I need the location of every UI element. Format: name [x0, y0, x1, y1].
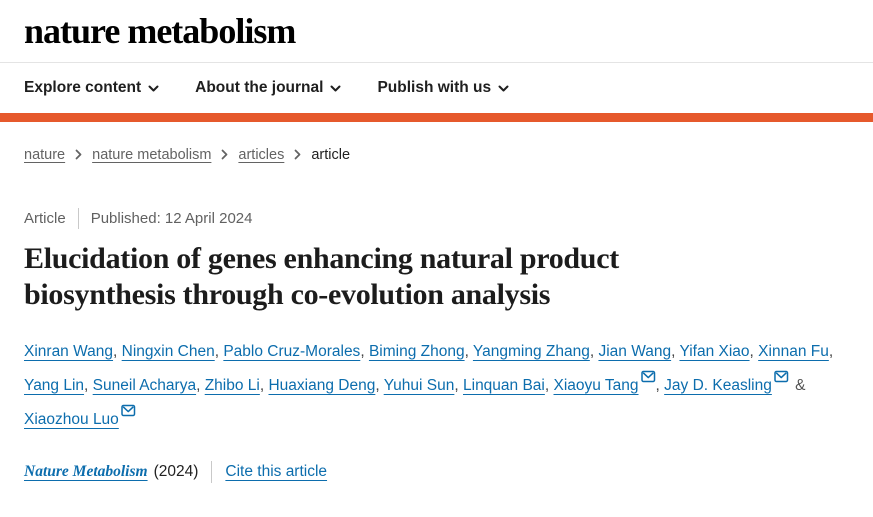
cite-this-article-link[interactable]: Cite this article	[225, 462, 328, 480]
main-nav: Explore content About the journal Publis…	[0, 63, 873, 113]
author-separator: ,	[360, 342, 365, 360]
author-list: Xinran Wang, Ningxin Chen, Pablo Cruz-Mo…	[24, 335, 852, 437]
author-link[interactable]: Yuhui Sun	[383, 376, 455, 394]
author-separator: ,	[214, 342, 220, 360]
author-link[interactable]: Zhibo Li	[204, 376, 260, 394]
chevron-right-icon	[75, 148, 82, 164]
breadcrumb-article: article	[311, 147, 351, 164]
journal-logo[interactable]: nature metabolism	[24, 11, 296, 51]
citation-year: (2024)	[153, 462, 199, 480]
chevron-right-icon	[294, 148, 301, 164]
ampersand-separator: &	[795, 376, 806, 394]
nav-label: Publish with us	[377, 78, 492, 96]
author-link[interactable]: Xiaozhou Luo	[24, 410, 119, 428]
breadcrumb-nature[interactable]: nature	[24, 147, 66, 164]
author-link[interactable]: Xinran Wang	[24, 342, 114, 360]
email-icon[interactable]	[121, 396, 136, 430]
author-separator: ,	[259, 376, 265, 394]
page-title: Elucidation of genes enhancing natural p…	[24, 241, 849, 313]
masthead: nature metabolism	[0, 0, 873, 62]
author-separator: ,	[454, 376, 459, 394]
nav-publish-with-us[interactable]: Publish with us	[377, 78, 509, 98]
author-link[interactable]: Pablo Cruz-Morales	[223, 342, 361, 360]
author-link[interactable]: Ningxin Chen	[121, 342, 215, 360]
author-separator: ,	[671, 342, 676, 360]
author-separator: ,	[375, 376, 380, 394]
journal-link[interactable]: Nature Metabolism	[24, 462, 148, 480]
nav-about-journal[interactable]: About the journal	[195, 78, 341, 98]
author-link[interactable]: Suneil Acharya	[92, 376, 197, 394]
article-meta: Article Published: 12 April 2024	[24, 207, 849, 229]
author-link[interactable]: Yifan Xiao	[679, 342, 750, 360]
nav-label: About the journal	[195, 78, 324, 96]
breadcrumb: nature nature metabolism articles articl…	[24, 147, 849, 164]
author-separator: ,	[84, 376, 89, 394]
author-link[interactable]: Linquan Bai	[463, 376, 545, 394]
article-type-label: Article	[24, 209, 66, 227]
author-link[interactable]: Xinnan Fu	[758, 342, 829, 360]
chevron-down-icon	[330, 80, 341, 98]
author-link[interactable]: Xiaoyu Tang	[553, 376, 639, 394]
author-separator: ,	[113, 342, 118, 360]
citation-divider	[211, 460, 213, 483]
citation-row: Nature Metabolism (2024) Cite this artic…	[24, 460, 849, 483]
author-link[interactable]: Jian Wang	[598, 342, 672, 360]
chevron-right-icon	[221, 148, 228, 164]
published-date: Published: 12 April 2024	[90, 209, 253, 227]
breadcrumb-articles[interactable]: articles	[238, 147, 285, 164]
breadcrumb-nature-metabolism[interactable]: nature metabolism	[92, 147, 212, 164]
email-icon[interactable]	[774, 362, 789, 396]
author-separator: ,	[655, 376, 660, 394]
author-link[interactable]: Yangming Zhang	[472, 342, 590, 360]
author-separator: ,	[544, 376, 550, 394]
author-separator: ,	[196, 376, 201, 394]
author-link[interactable]: Yang Lin	[24, 376, 85, 394]
author-separator: ,	[589, 342, 595, 360]
author-separator: ,	[464, 342, 469, 360]
nav-explore-content[interactable]: Explore content	[24, 78, 159, 98]
author-separator: ,	[749, 342, 754, 360]
title-line-1: Elucidation of genes enhancing natural p…	[24, 241, 619, 275]
email-icon[interactable]	[640, 362, 656, 396]
brand-accent-bar	[0, 112, 873, 122]
header-divider	[0, 61, 873, 63]
chevron-down-icon	[498, 80, 509, 98]
author-link[interactable]: Jay D. Keasling	[664, 376, 772, 394]
author-separator: ,	[828, 342, 834, 360]
meta-divider	[77, 207, 79, 229]
author-link[interactable]: Huaxiang Deng	[268, 376, 376, 394]
nav-label: Explore content	[24, 78, 142, 96]
title-line-2: biosynthesis through co-evolution analys…	[24, 277, 551, 311]
chevron-down-icon	[148, 80, 159, 98]
author-link[interactable]: Biming Zhong	[368, 342, 465, 360]
